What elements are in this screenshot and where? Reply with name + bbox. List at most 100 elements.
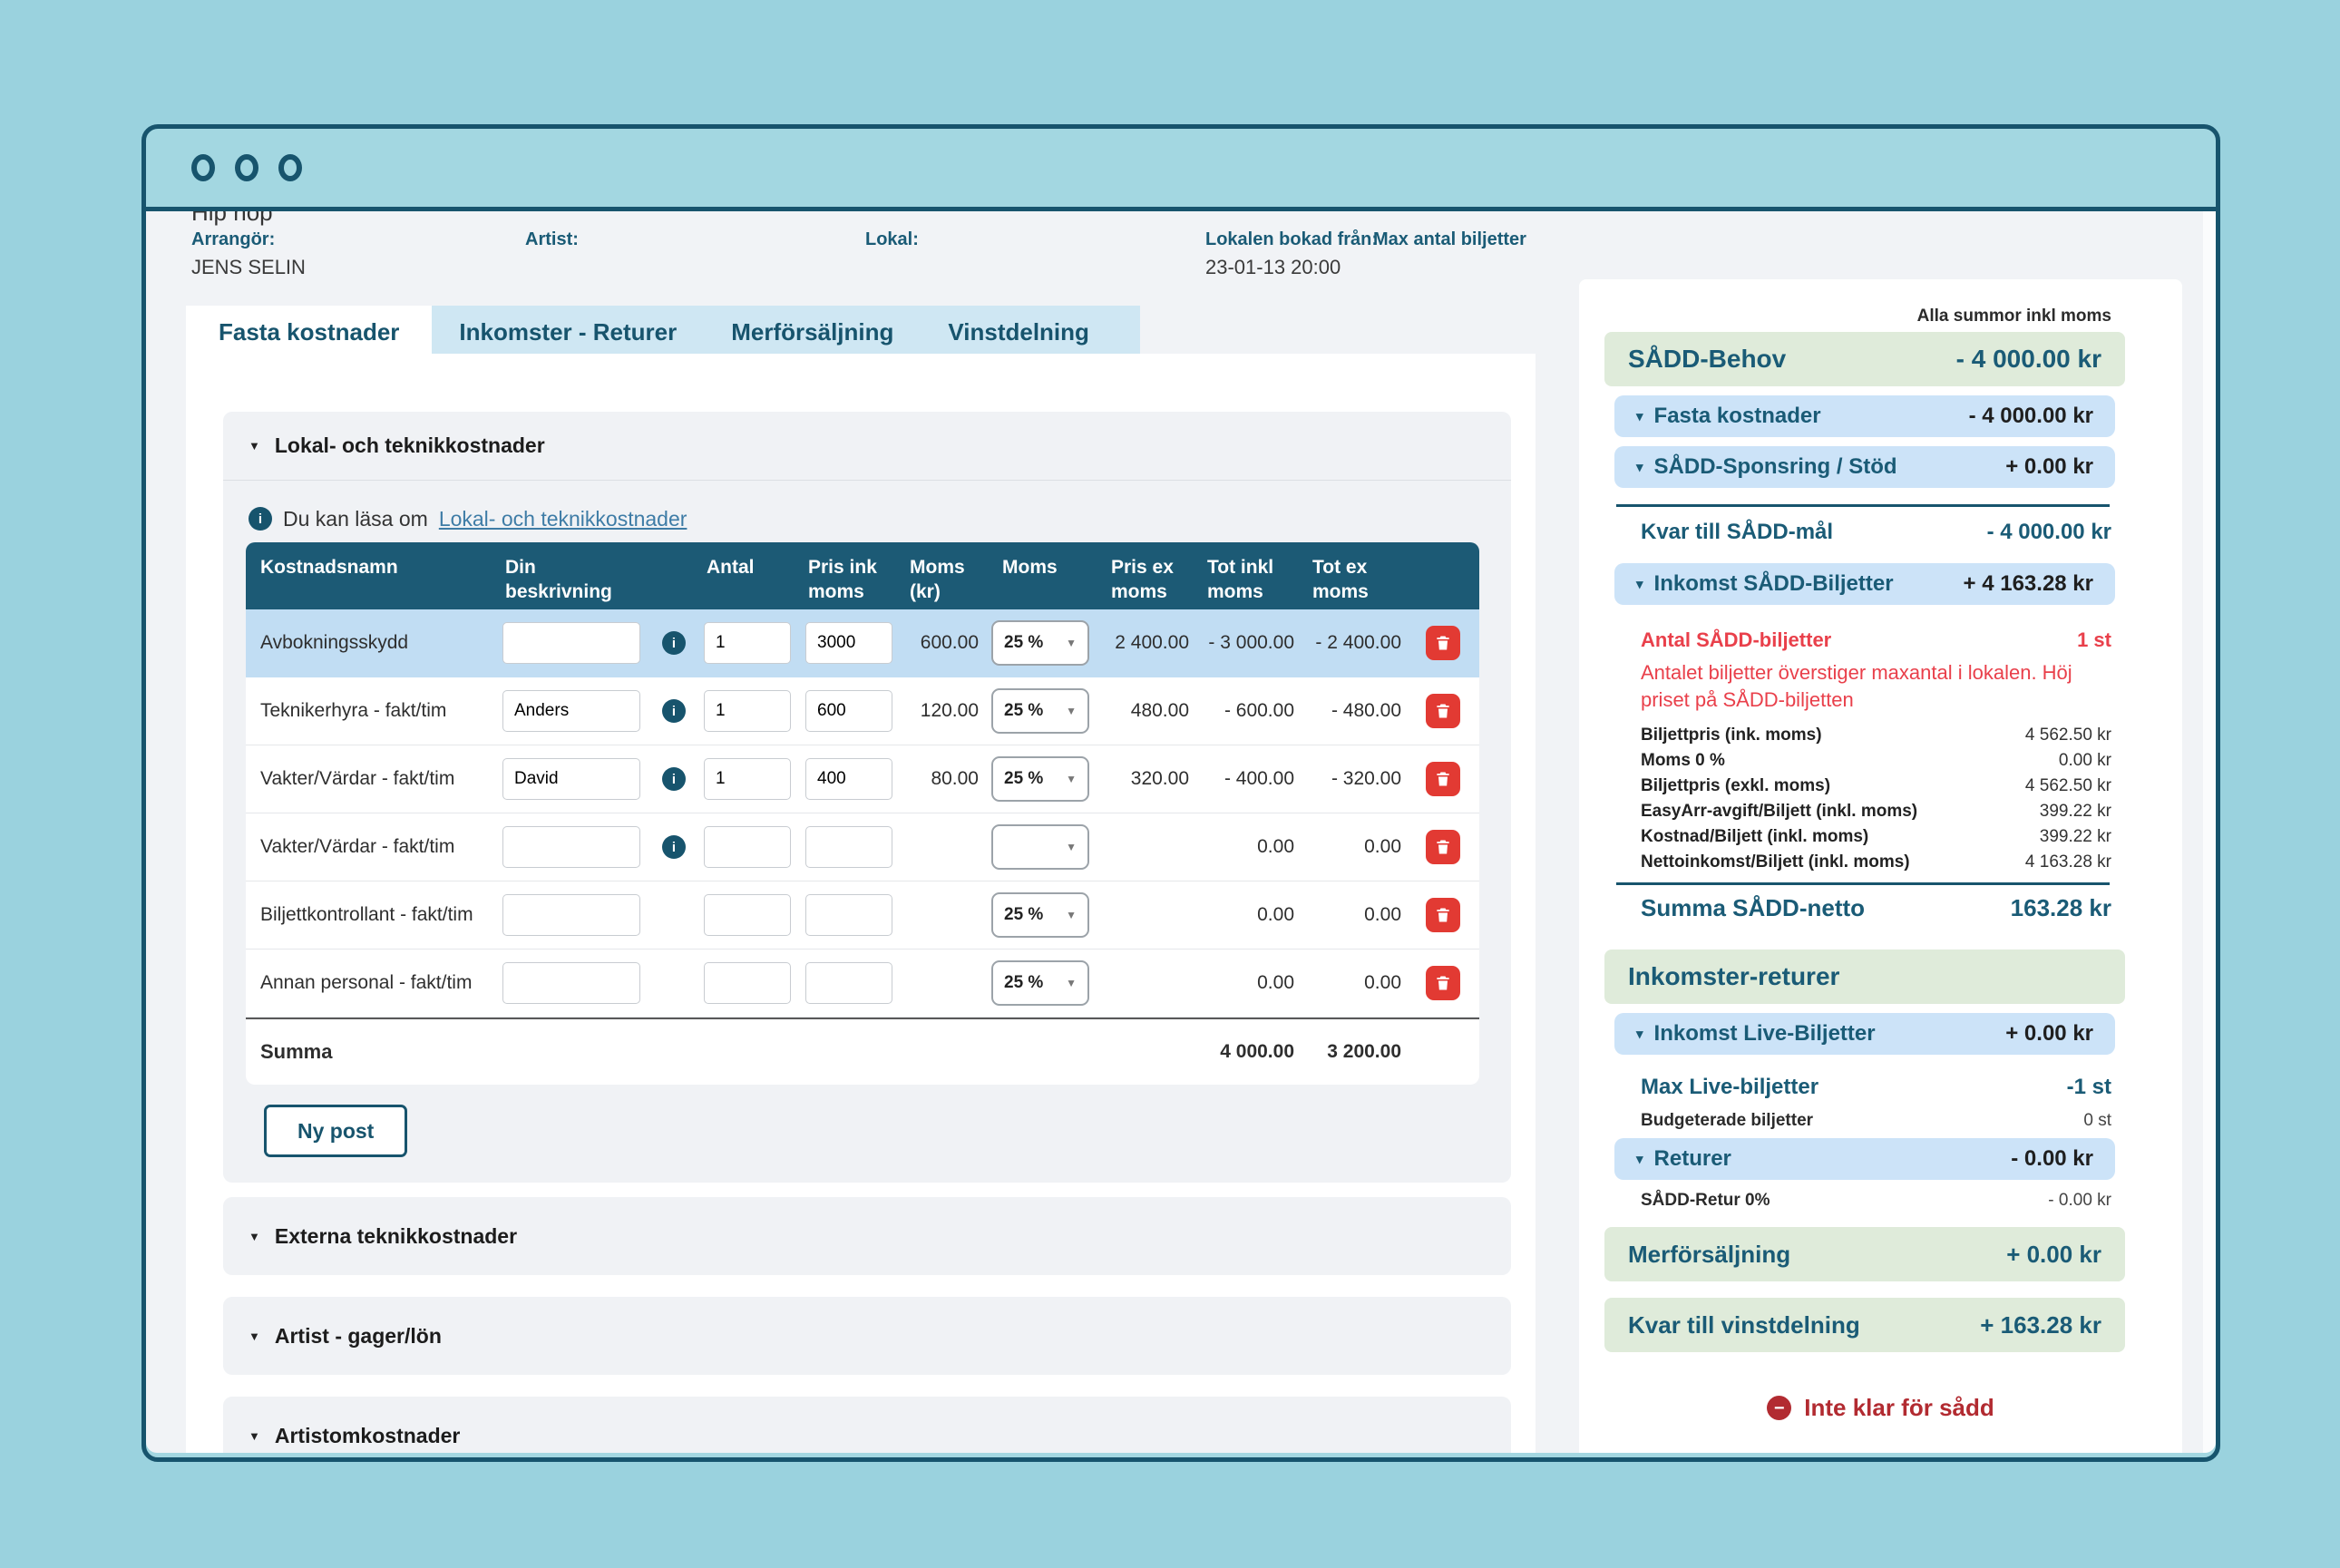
moms-kr-value: 80.00 xyxy=(897,768,984,790)
row-label: Budgeterade biljetter xyxy=(1641,1111,1813,1131)
chevron-down-icon: ▼ xyxy=(1066,909,1077,921)
row-label: SÅDD-Retur 0% xyxy=(1641,1191,1770,1211)
tot-ex-value: - 320.00 xyxy=(1300,768,1407,790)
detail-label: Moms 0 % xyxy=(1641,751,1725,771)
cost-row: Biljettkontrollant - fakt/tim 25 %▼ 0.00… xyxy=(246,881,1479,950)
summa-tot-inkl: 4 000.00 xyxy=(1220,1041,1300,1063)
bar-value: + 0.00 kr xyxy=(2005,454,2093,480)
fasta-kostnader-bar[interactable]: ▾Fasta kostnader - 4 000.00 kr xyxy=(1614,395,2115,437)
info-icon[interactable]: i xyxy=(662,699,686,723)
cost-name: Teknikerhyra - fakt/tim xyxy=(246,700,492,722)
collapsed-section[interactable]: ▼ Artistomkostnader xyxy=(223,1397,1511,1453)
pris-input[interactable] xyxy=(805,690,892,732)
info-icon[interactable]: i xyxy=(662,631,686,655)
window-control-icon[interactable] xyxy=(278,154,302,181)
delete-row-button[interactable] xyxy=(1426,626,1460,660)
row-label: Kvar till SÅDD-mål xyxy=(1641,520,1833,545)
moms-select-value: 25 % xyxy=(1004,633,1043,653)
pris-input[interactable] xyxy=(805,758,892,800)
delete-row-button[interactable] xyxy=(1426,898,1460,932)
tab-inkomster-returer[interactable]: Inkomster - Returer xyxy=(432,306,704,358)
pris-input[interactable] xyxy=(805,622,892,664)
section-info-line: i Du kan läsa om Lokal- och teknikkostna… xyxy=(223,481,1511,539)
kvar-vinstdelning-bar: Kvar till vinstdelning + 163.28 kr xyxy=(1604,1298,2125,1352)
bar-value: - 4 000.00 kr xyxy=(1969,404,2093,429)
new-post-button[interactable]: Ny post xyxy=(264,1105,407,1157)
inkomst-sadd-bar[interactable]: ▾Inkomst SÅDD-Biljetter + 4 163.28 kr xyxy=(1614,563,2115,605)
bar-label: Fasta kostnader xyxy=(1654,404,1821,429)
moms-select[interactable]: 25 %▼ xyxy=(991,960,1089,1006)
window-control-icon[interactable] xyxy=(235,154,258,181)
chevron-down-icon: ▾ xyxy=(1636,1151,1643,1167)
window-control-icon[interactable] xyxy=(191,154,215,181)
pris-input[interactable] xyxy=(805,894,892,936)
detail-row: Kostnad/Biljett (inkl. moms) 399.22 kr xyxy=(1641,824,2111,850)
description-input[interactable] xyxy=(502,690,640,732)
info-icon: i xyxy=(249,507,272,531)
antal-input[interactable] xyxy=(704,894,791,936)
field-value: 23-01-13 20:00 xyxy=(1205,256,1378,279)
antal-input[interactable] xyxy=(704,758,791,800)
moms-select[interactable]: ▼ xyxy=(991,824,1089,870)
moms-select[interactable]: 25 %▼ xyxy=(991,756,1089,802)
bar-value: - 0.00 kr xyxy=(2011,1146,2093,1172)
main-panel: ▼ Lokal- och teknikkostnader i Du kan lä… xyxy=(186,354,1536,1453)
collapsed-section[interactable]: ▼ Externa teknikkostnader xyxy=(223,1197,1511,1275)
pris-input[interactable] xyxy=(805,826,892,868)
description-input[interactable] xyxy=(502,894,640,936)
divider xyxy=(1616,882,2110,885)
cost-row: Teknikerhyra - fakt/tim i 120.00 25 %▼ 4… xyxy=(246,677,1479,745)
delete-row-button[interactable] xyxy=(1426,694,1460,728)
pris-ex-value: 480.00 xyxy=(1098,700,1194,722)
tab-merforsaljning[interactable]: Merförsäljning xyxy=(704,306,921,358)
collapsed-section[interactable]: ▼ Artist - gager/lön xyxy=(223,1297,1511,1375)
delete-row-button[interactable] xyxy=(1426,966,1460,1000)
moms-select[interactable]: 25 %▼ xyxy=(991,892,1089,938)
row-label: Summa SÅDD-netto xyxy=(1641,894,1865,922)
description-input[interactable] xyxy=(502,826,640,868)
antal-input[interactable] xyxy=(704,690,791,732)
table-body: Avbokningsskydd i 600.00 25 %▼ 2 400.00 … xyxy=(246,609,1479,1018)
inkomst-live-bar[interactable]: ▾ Inkomst Live-Biljetter + 0.00 kr xyxy=(1614,1013,2115,1055)
bar-value: + 4 163.28 kr xyxy=(1964,571,2093,597)
antal-input[interactable] xyxy=(704,826,791,868)
moms-select[interactable]: 25 %▼ xyxy=(991,688,1089,734)
bar-label: Inkomster-returer xyxy=(1628,962,1839,991)
detail-row: Nettoinkomst/Biljett (inkl. moms) 4 163.… xyxy=(1641,850,2111,875)
bar-label: Inkomst Live-Biljetter xyxy=(1654,1021,1876,1047)
description-input[interactable] xyxy=(502,622,640,664)
returer-bar[interactable]: ▾Returer - 0.00 kr xyxy=(1614,1138,2115,1180)
description-input[interactable] xyxy=(502,962,640,1004)
info-icon[interactable]: i xyxy=(662,835,686,859)
info-link[interactable]: Lokal- och teknikkostnader xyxy=(439,507,687,531)
cost-table: KostnadsnamnDin beskrivningAntalPris ink… xyxy=(246,542,1479,1085)
scrollbar-track[interactable] xyxy=(2203,211,2216,1453)
inkomster-returer-bar: Inkomster-returer xyxy=(1604,950,2125,1004)
tab-bar: Fasta kostnader Inkomster - Returer Merf… xyxy=(186,306,1140,358)
cost-row: Vakter/Värdar - fakt/tim i ▼ 0.00 0.00 xyxy=(246,813,1479,881)
bar-value: + 0.00 kr xyxy=(2005,1021,2093,1047)
bar-value: - 4 000.00 kr xyxy=(1956,345,2101,374)
max-live-row: Max Live-biljetter -1 st xyxy=(1641,1075,2111,1100)
tot-ex-value: 0.00 xyxy=(1300,904,1407,926)
field-label: Lokalen bokad från: xyxy=(1205,229,1378,250)
delete-row-button[interactable] xyxy=(1426,830,1460,864)
antal-input[interactable] xyxy=(704,962,791,1004)
antal-input[interactable] xyxy=(704,622,791,664)
moms-select[interactable]: 25 %▼ xyxy=(991,620,1089,666)
pris-input[interactable] xyxy=(805,962,892,1004)
tab-vinstdelning[interactable]: Vinstdelning xyxy=(921,306,1116,358)
sadd-sponsring-bar[interactable]: ▾SÅDD-Sponsring / Stöd + 0.00 kr xyxy=(1614,446,2115,488)
delete-row-button[interactable] xyxy=(1426,762,1460,796)
detail-label: EasyArr-avgift/Biljett (inkl. moms) xyxy=(1641,802,1917,822)
bar-label: SÅDD-Behov xyxy=(1628,345,1786,374)
description-input[interactable] xyxy=(502,758,640,800)
section-header[interactable]: ▼ Lokal- och teknikkostnader xyxy=(223,412,1511,481)
info-icon[interactable]: i xyxy=(662,767,686,791)
bar-value: + 0.00 kr xyxy=(2006,1241,2101,1269)
detail-value: 0.00 kr xyxy=(2059,751,2111,771)
tab-fasta-kostnader[interactable]: Fasta kostnader xyxy=(186,306,432,358)
chevron-down-icon: ▾ xyxy=(1636,459,1643,475)
chevron-down-icon: ▾ xyxy=(1636,1026,1643,1042)
ticket-detail-rows: Biljettpris (ink. moms) 4 562.50 kr Moms… xyxy=(1641,723,2111,875)
